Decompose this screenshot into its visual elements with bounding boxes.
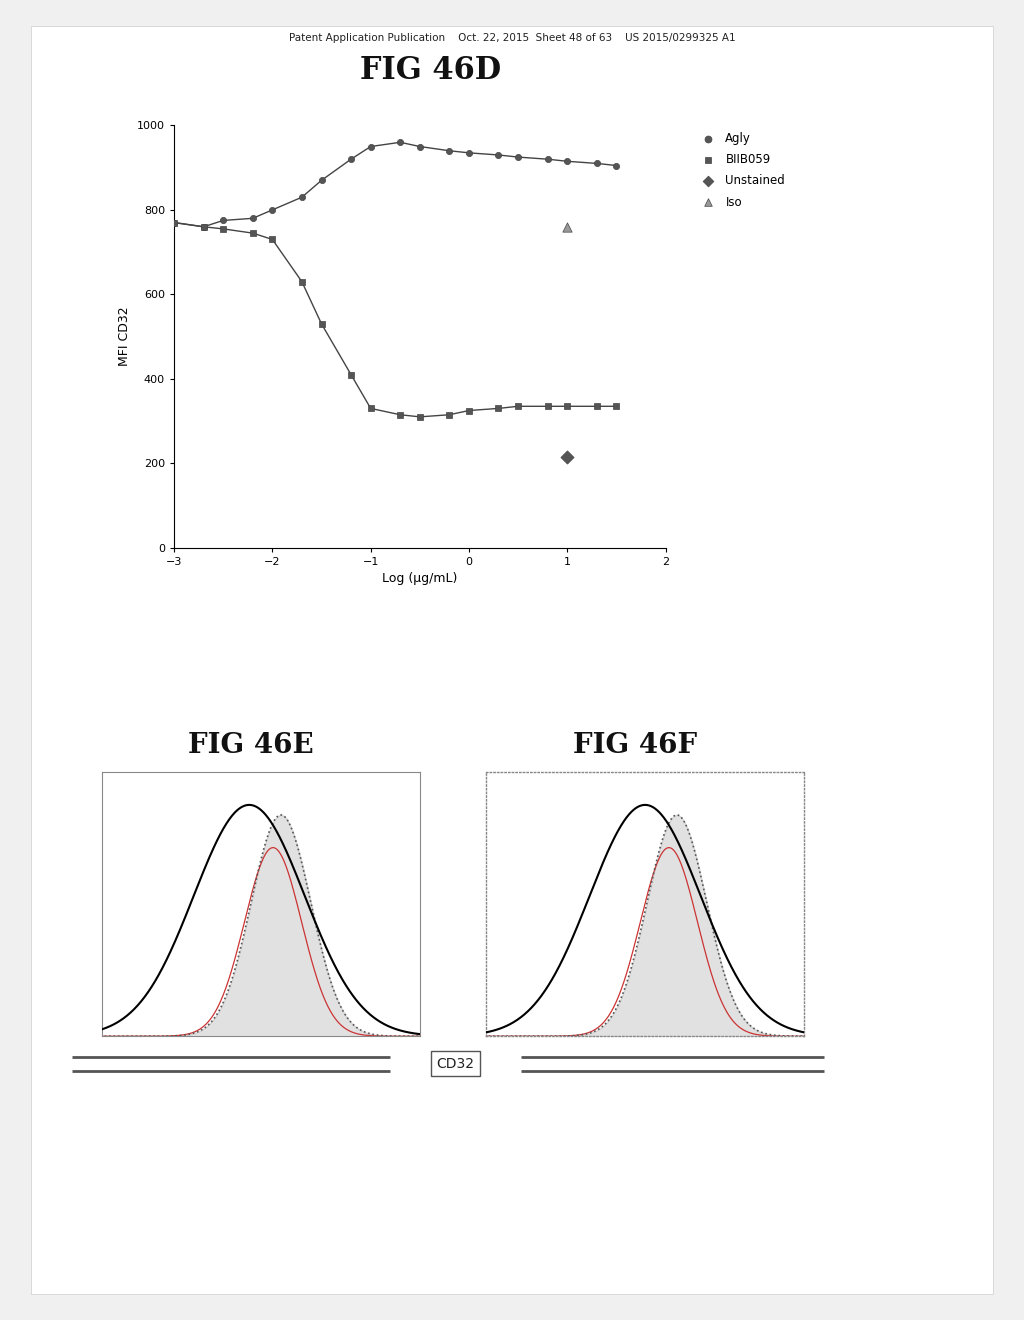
Text: FIG 46D: FIG 46D	[359, 55, 501, 86]
Point	[559, 150, 575, 172]
Point	[589, 396, 605, 417]
Text: FIG 46E: FIG 46E	[188, 733, 313, 759]
Point	[215, 210, 231, 231]
Point	[510, 396, 526, 417]
Point	[362, 397, 379, 418]
Point	[490, 144, 507, 165]
Point	[362, 136, 379, 157]
Point	[313, 313, 330, 334]
Point	[166, 213, 182, 234]
Point	[294, 271, 310, 292]
Legend: Agly, BIIB059, Unstained, Iso: Agly, BIIB059, Unstained, Iso	[691, 127, 790, 214]
Point	[196, 216, 212, 238]
Point	[510, 147, 526, 168]
X-axis label: Log (μg/mL): Log (μg/mL)	[382, 573, 458, 585]
Point	[608, 154, 625, 176]
Y-axis label: MFI CD32: MFI CD32	[119, 306, 131, 367]
Point	[196, 216, 212, 238]
Point	[559, 396, 575, 417]
Point	[264, 199, 281, 220]
Text: FIG 46F: FIG 46F	[572, 733, 697, 759]
Point	[294, 186, 310, 207]
Point	[490, 397, 507, 418]
Point	[264, 228, 281, 249]
Point	[343, 364, 359, 385]
Point	[412, 407, 428, 428]
Point	[245, 207, 261, 228]
Point	[540, 149, 556, 170]
Point	[343, 149, 359, 170]
Point	[461, 143, 477, 164]
Point	[412, 136, 428, 157]
Point	[589, 153, 605, 174]
Point	[559, 216, 575, 238]
Point	[392, 132, 409, 153]
Point	[392, 404, 409, 425]
Point	[245, 223, 261, 244]
Text: Patent Application Publication    Oct. 22, 2015  Sheet 48 of 63    US 2015/02993: Patent Application Publication Oct. 22, …	[289, 33, 735, 44]
Point	[540, 396, 556, 417]
Point	[441, 404, 458, 425]
Point	[441, 140, 458, 161]
Text: CD32: CD32	[436, 1057, 475, 1071]
Point	[215, 218, 231, 239]
Point	[608, 396, 625, 417]
Point	[559, 446, 575, 467]
Point	[166, 213, 182, 234]
Point	[461, 400, 477, 421]
Point	[313, 170, 330, 191]
